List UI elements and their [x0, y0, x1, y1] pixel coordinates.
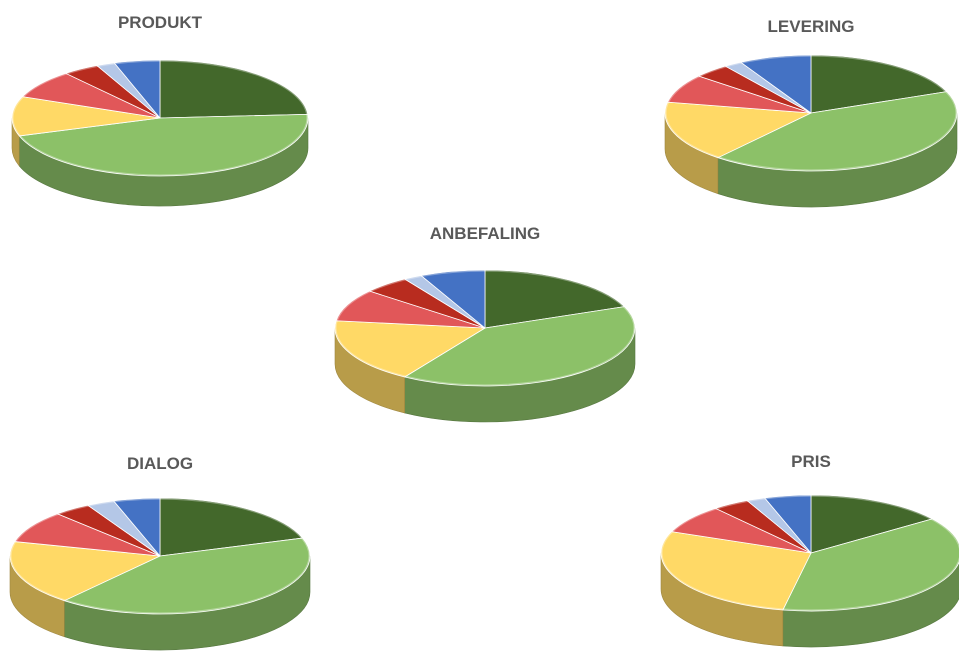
pie-slice-7 — [113, 497, 161, 557]
chart-title-levering: LEVERING — [768, 17, 855, 36]
pie-slice-4 — [335, 290, 486, 329]
pie-chart-anbefaling: ANBEFALING — [334, 224, 636, 423]
pie-slice-1 — [810, 54, 948, 114]
pie-slice-1 — [159, 59, 309, 119]
pie-slice-3 — [9, 541, 161, 602]
pie-rim-highlight — [335, 270, 635, 386]
pie-chart-produkt: PRODUKT — [11, 13, 309, 207]
pie-slice-2 — [782, 518, 959, 612]
chart-title-produkt: PRODUKT — [118, 13, 203, 32]
pie-chart-levering: LEVERING — [664, 17, 958, 208]
pie-rim-highlight — [661, 495, 959, 611]
chart-title-anbefaling: ANBEFALING — [430, 224, 541, 243]
pie-rim-highlight — [665, 55, 957, 171]
pie-slice-1 — [159, 497, 304, 557]
pie-slice-7 — [420, 269, 486, 329]
pie-slice-2 — [18, 113, 309, 177]
pie-rim-highlight — [12, 60, 308, 176]
pie-slice-7 — [113, 59, 161, 119]
pie-slice-4 — [14, 513, 161, 557]
chart-title-pris: PRIS — [791, 452, 831, 471]
pie-slice-3 — [334, 320, 486, 378]
pie-slice-7 — [764, 494, 812, 554]
pie-slice-2 — [404, 306, 636, 387]
pie-chart-pris: PRIS — [660, 452, 959, 648]
pie-slice-3 — [664, 101, 812, 159]
pie-rim-highlight — [10, 498, 310, 614]
chart-title-dialog: DIALOG — [127, 454, 193, 473]
pie-slice-1 — [810, 494, 933, 554]
pie-slice-7 — [740, 54, 812, 114]
pie-slice-2 — [63, 537, 311, 615]
pie-slice-3 — [11, 96, 161, 137]
pie-slice-3 — [660, 531, 812, 611]
pie-slice-1 — [484, 269, 625, 329]
pie-chart-dialog: DIALOG — [9, 454, 311, 651]
pie-slice-2 — [717, 91, 958, 172]
